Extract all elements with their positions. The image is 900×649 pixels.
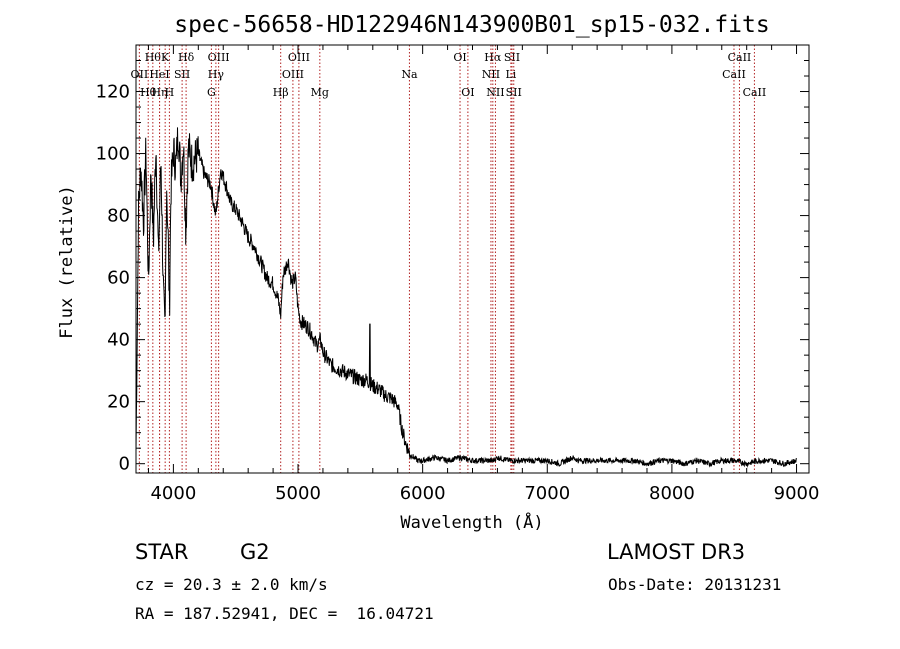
emission-line-label: Na [401,68,418,81]
x-tick-label: 7000 [524,483,570,504]
x-tick-label: 5000 [275,483,321,504]
x-tick-label: 8000 [649,483,695,504]
emission-line-label: NII [482,68,500,81]
y-tick-label: 20 [107,392,130,413]
spectrum-series [135,127,797,468]
emission-line-label: CaII [728,51,752,64]
axis-ticks: 4000 5000 6000 7000 8000 9000 0 20 40 60 80 100 120 [96,45,820,504]
emission-line-label: K [161,51,170,64]
emission-line-label: CaII [743,86,767,99]
object-subclass: G2 [240,540,270,564]
emission-line-label: OI [461,86,474,99]
y-axis-label: Flux (relative) [57,185,77,339]
chart-title: spec-56658-HD122946N143900B01_sp15-032.f… [174,12,769,38]
emission-line-label: SII [174,68,190,81]
x-tick-label: 9000 [774,483,820,504]
y-tick-label: 100 [96,144,130,165]
y-tick-label: 0 [119,454,130,475]
emission-line-label: Mg [311,86,329,99]
sky-coordinates: RA = 187.52941, DEC = 16.04721 [135,604,434,623]
spectrum-line [135,127,797,468]
emission-line-label: CaII [722,68,746,81]
emission-line-label: NII [486,86,504,99]
emission-line-label: Hβ [273,86,289,99]
emission-line-label: G [207,86,216,99]
survey-name: LAMOST DR3 [607,540,746,564]
emission-line-label: Hδ [178,51,195,64]
emission-line-label: Hθ [140,86,157,99]
y-tick-label: 40 [107,330,130,351]
x-axis-label: Wavelength (Å) [400,511,543,533]
x-tick-label: 4000 [150,483,196,504]
emission-line-label: OIII [282,68,304,81]
emission-line-label: SII [504,51,520,64]
redshift-velocity: cz = 20.3 ± 2.0 km/s [135,575,328,594]
emission-line-label: HeI [149,68,169,81]
object-class: STAR [135,540,189,564]
emission-line-label: OII [131,68,149,81]
emission-line-label: OIII [208,51,230,64]
emission-line-label: Li [505,68,516,81]
x-tick-label: 6000 [400,483,446,504]
emission-line-label: Hη [151,86,167,99]
observation-date: Obs-Date: 20131231 [608,575,782,594]
emission-line-label: OI [453,51,466,64]
emission-line-label: SII [506,86,522,99]
emission-line-label: OIII [288,51,310,64]
y-tick-label: 80 [107,206,130,227]
y-tick-label: 60 [107,268,130,289]
emission-line-label: Hγ [208,68,225,81]
emission-line-label: Hα [484,51,502,64]
y-tick-label: 120 [96,82,130,103]
emission-line-label: Hθ [145,51,162,64]
plot-frame [135,44,810,474]
emission-line-label: H [165,86,175,99]
